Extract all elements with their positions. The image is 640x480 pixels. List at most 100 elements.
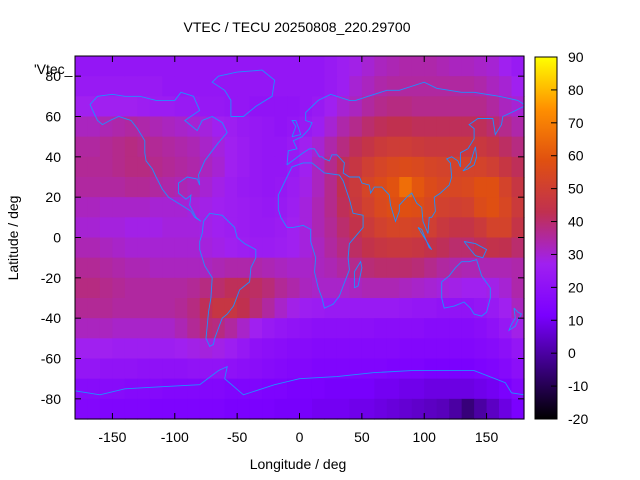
heatmap-cell — [87, 338, 101, 360]
heatmap-cell — [75, 277, 89, 299]
heatmap-cell — [461, 338, 475, 360]
heatmap-cell — [149, 237, 163, 259]
heatmap-cell — [361, 358, 375, 380]
heatmap-cell — [174, 56, 188, 77]
heatmap-cell — [474, 398, 488, 420]
heatmap-cell — [262, 378, 276, 400]
y-tick-label: -60 — [41, 351, 61, 367]
heatmap-cell — [411, 257, 425, 279]
colorbar-tick-label: -20 — [568, 411, 588, 427]
heatmap-cell — [299, 156, 313, 178]
heatmap-cell — [99, 76, 114, 97]
heatmap-cell — [299, 177, 313, 198]
heatmap-cell — [187, 217, 201, 239]
heatmap-cell — [511, 76, 525, 97]
heatmap-cell — [311, 318, 326, 339]
heatmap-cell — [137, 398, 151, 420]
heatmap-cell — [424, 56, 438, 77]
heatmap-cell — [374, 318, 388, 339]
heatmap-cell — [99, 116, 114, 138]
y-tick-label: 60 — [45, 109, 61, 125]
heatmap-cell — [461, 358, 475, 380]
heatmap-cell — [262, 136, 276, 158]
heatmap-cell — [112, 56, 126, 77]
heatmap-cell — [436, 76, 450, 97]
heatmap-cell — [75, 398, 89, 420]
heatmap-cell — [424, 338, 438, 360]
heatmap-cell — [287, 378, 301, 400]
coastline — [277, 162, 364, 309]
heatmap-cell — [262, 298, 276, 319]
colorbar-tick-label: 60 — [568, 148, 584, 164]
heatmap-cell — [511, 116, 525, 138]
heatmap-cell — [224, 257, 238, 279]
heatmap-cell — [461, 177, 475, 198]
heatmap-cell — [386, 156, 400, 178]
heatmap-cell — [75, 76, 89, 97]
heatmap-cell — [75, 56, 89, 77]
heatmap-cell — [449, 56, 463, 77]
heatmap-cell — [249, 177, 263, 198]
heatmap-cell — [87, 237, 101, 259]
heatmap-cell — [199, 56, 213, 77]
heatmap-cell — [262, 197, 276, 218]
heatmap-cell — [299, 136, 313, 158]
heatmap-cell — [374, 56, 388, 77]
heatmap-cell — [199, 338, 213, 360]
heatmap-cell — [499, 76, 513, 97]
heatmap-cell — [449, 197, 463, 218]
y-tick-label: 40 — [45, 149, 61, 165]
heatmap-cell — [237, 56, 251, 77]
heatmap-cell — [386, 398, 400, 420]
heatmap-cell — [87, 76, 101, 97]
heatmap-cell — [274, 96, 288, 118]
heatmap-cell — [274, 318, 288, 339]
heatmap-cell — [511, 298, 525, 319]
heatmap-cell — [336, 217, 350, 239]
heatmap-cell — [399, 237, 413, 259]
heatmap-cell — [436, 116, 450, 138]
heatmap-cell — [287, 56, 301, 77]
heatmap-cell — [399, 177, 413, 198]
heatmap-cell — [75, 318, 89, 339]
heatmap-cell — [486, 358, 500, 380]
heatmap-cell — [212, 398, 226, 420]
heatmap-cell — [199, 378, 213, 400]
heatmap-cell — [349, 237, 363, 259]
coastline — [74, 365, 525, 396]
heatmap-cell — [162, 116, 176, 138]
heatmap-cell — [449, 156, 463, 178]
heatmap-cell — [87, 177, 101, 198]
heatmap-cell — [99, 378, 114, 400]
heatmap-cell — [237, 298, 251, 319]
heatmap-cell — [349, 156, 363, 178]
heatmap-cell — [237, 257, 251, 279]
heatmap-cell — [287, 338, 301, 360]
heatmap-cell — [386, 177, 400, 198]
heatmap-cell — [386, 136, 400, 158]
heatmap-cell — [411, 318, 425, 339]
heatmap-cell — [99, 398, 114, 420]
heatmap-cell — [361, 96, 375, 118]
heatmap-cell — [124, 378, 138, 400]
heatmap-cell — [174, 298, 188, 319]
heatmap-cell — [237, 318, 251, 339]
heatmap-cell — [399, 257, 413, 279]
heatmap-cell — [324, 338, 338, 360]
heatmap-cell — [511, 197, 525, 218]
heatmap-cell — [187, 398, 201, 420]
heatmap-cell — [324, 398, 338, 420]
heatmap-cell — [449, 217, 463, 239]
heatmap-cell — [237, 358, 251, 380]
heatmap-cell — [187, 378, 201, 400]
heatmap-cell — [499, 217, 513, 239]
heatmap-cell — [124, 338, 138, 360]
heatmap-cell — [399, 56, 413, 77]
heatmap-cell — [237, 76, 251, 97]
heatmap-cell — [112, 76, 126, 97]
heatmap-cell — [424, 358, 438, 380]
heatmap-cell — [336, 96, 350, 118]
heatmap-cell — [124, 217, 138, 239]
heatmap-cell — [374, 378, 388, 400]
heatmap-cell — [511, 217, 525, 239]
